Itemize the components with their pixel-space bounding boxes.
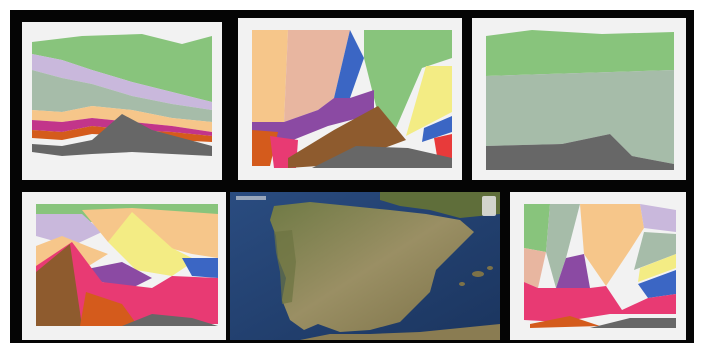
stream-band-gray: [122, 314, 218, 326]
stream-band-green: [32, 34, 212, 102]
stream-band-gray: [312, 146, 452, 168]
stream-band-salmon: [524, 248, 546, 288]
stream-band-green: [364, 30, 452, 138]
satellite-map[interactable]: [230, 192, 500, 340]
stream-plot-b-canvas: [238, 18, 462, 180]
stream-plot-c-canvas: [472, 18, 686, 180]
stream-band-lilac: [32, 54, 212, 110]
island-menorca: [487, 266, 493, 270]
stream-band-green: [486, 30, 674, 76]
stream-plot-d: [22, 192, 226, 340]
stream-plot-b: [238, 18, 462, 180]
stream-band-graygreen: [546, 204, 580, 288]
stream-band-purple: [82, 262, 152, 288]
stream-band-yellow: [638, 254, 676, 282]
collage-frame: [10, 10, 694, 343]
stream-band-orange: [80, 292, 138, 326]
stream-band-gray: [32, 114, 212, 156]
stream-band-orange: [530, 316, 600, 328]
stream-plot-c: [472, 18, 686, 180]
stream-band-brown: [288, 106, 406, 168]
stream-plot-a: [22, 22, 222, 180]
stream-band-peach: [252, 30, 288, 122]
island-mallorca: [472, 271, 484, 277]
stream-band-gray: [486, 134, 674, 170]
stream-band-graygreen-2: [634, 232, 676, 270]
stream-band-brown: [36, 244, 82, 326]
stream-band-green: [524, 204, 550, 252]
stream-band-salmon: [284, 30, 350, 122]
satellite-map-canvas: [230, 192, 500, 340]
stream-band-graygreen: [486, 70, 674, 164]
stream-band-pink: [524, 282, 676, 322]
stream-band-purple: [556, 254, 590, 288]
stream-band-purple: [252, 90, 374, 142]
stream-band-pink: [36, 242, 218, 324]
land-iberia: [270, 202, 474, 332]
stream-band-lilac: [640, 204, 676, 232]
stream-plot-e: [510, 192, 686, 340]
stream-band-lilac: [36, 214, 102, 246]
stream-plot-d-canvas: [22, 192, 226, 340]
stream-band-peach: [580, 204, 644, 286]
stream-band-blue-2: [422, 116, 452, 142]
map-zoom-control[interactable]: [482, 196, 496, 216]
land-north-africa: [300, 324, 500, 340]
stream-band-blue: [334, 30, 364, 98]
stream-band-yellow: [406, 66, 452, 136]
stream-band-blue: [638, 270, 676, 298]
stream-plot-a-canvas: [22, 22, 222, 180]
stream-band-yellow: [108, 212, 196, 276]
land-portugal: [274, 230, 296, 304]
stream-plot-e-canvas: [510, 192, 686, 340]
island-ibiza: [459, 282, 465, 286]
land-france: [380, 192, 500, 218]
stream-band-blue: [182, 258, 218, 278]
stream-band-gray: [590, 318, 676, 328]
map-scale-control: [236, 196, 266, 200]
